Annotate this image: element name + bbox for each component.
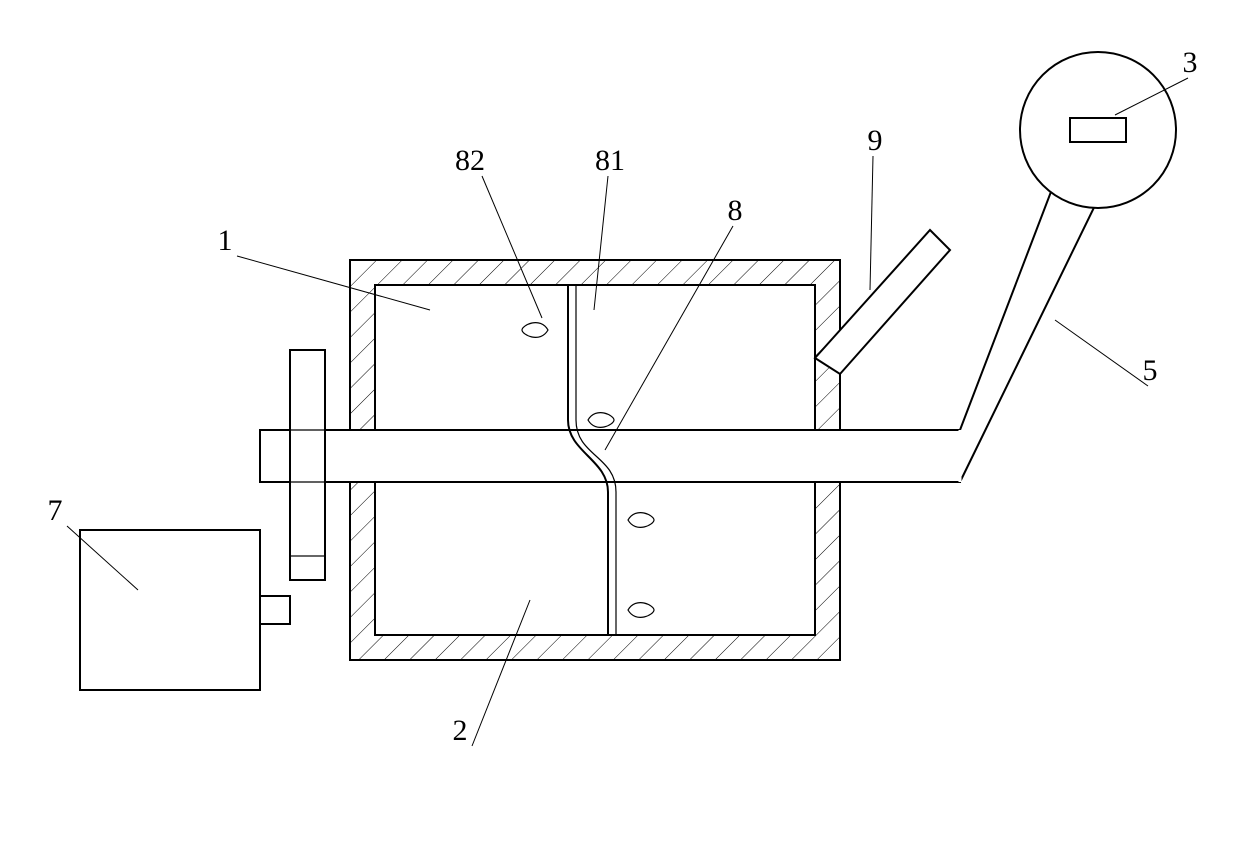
part-label-7: 7 [48, 494, 63, 527]
part-label-81: 81 [595, 144, 625, 177]
flange-plate [290, 350, 325, 580]
main-shaft [260, 430, 960, 482]
leader-line [870, 156, 873, 290]
baffle-tooth [628, 603, 654, 618]
part-label-82: 82 [455, 144, 485, 177]
technical-diagram: 1 82 81 8 9 3 5 7 2 [0, 0, 1240, 851]
leader-line [482, 176, 542, 318]
pulley-axle [1070, 118, 1126, 142]
leader-line [594, 176, 608, 310]
part-label-1: 1 [218, 224, 233, 257]
baffle-tooth [522, 323, 548, 338]
part-label-2: 2 [453, 714, 468, 747]
part-label-5: 5 [1143, 354, 1158, 387]
part-label-3: 3 [1183, 46, 1198, 79]
baffle-tooth [628, 513, 654, 528]
baffle-tooth [588, 413, 614, 428]
motor-box [80, 530, 260, 690]
motor-stub [260, 596, 290, 624]
leader-line [472, 600, 530, 746]
part-label-8: 8 [728, 194, 743, 227]
part-label-9: 9 [868, 124, 883, 157]
leader-line [1055, 320, 1148, 386]
